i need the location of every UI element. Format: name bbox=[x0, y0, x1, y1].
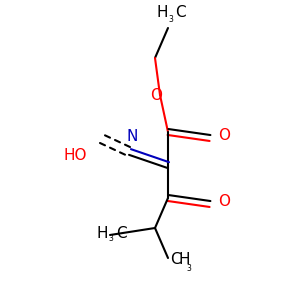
Text: $_3$: $_3$ bbox=[186, 263, 192, 275]
Text: O: O bbox=[218, 128, 230, 143]
Text: H: H bbox=[178, 253, 190, 268]
Text: HO: HO bbox=[63, 148, 87, 163]
Text: $_3$: $_3$ bbox=[168, 14, 174, 26]
Text: C: C bbox=[175, 5, 186, 20]
Text: H: H bbox=[97, 226, 108, 241]
Text: N: N bbox=[126, 129, 138, 144]
Text: O: O bbox=[218, 194, 230, 209]
Text: O: O bbox=[150, 88, 162, 103]
Text: $_3$: $_3$ bbox=[108, 233, 114, 245]
Text: H: H bbox=[157, 5, 168, 20]
Text: C: C bbox=[116, 226, 127, 241]
Text: C: C bbox=[170, 253, 181, 268]
